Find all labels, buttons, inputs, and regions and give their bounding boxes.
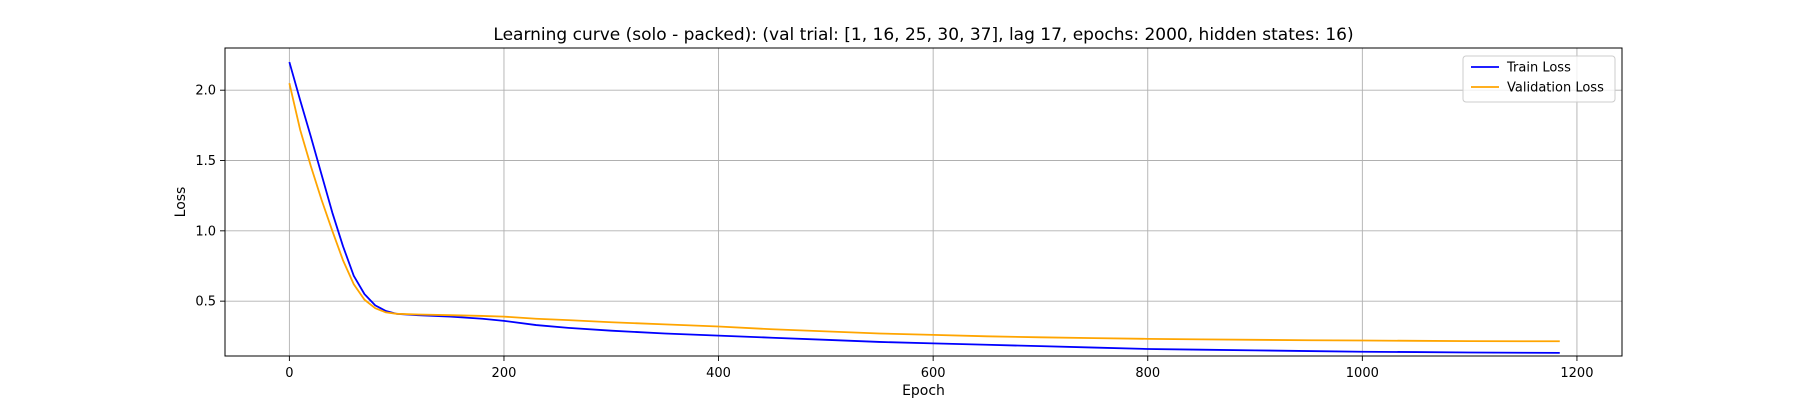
y-tick-label: 1.0 [195, 224, 216, 239]
tick-layer: 0 200 400 600 800 1000 1200 0.5 1.0 1.5 2.0 [195, 84, 1593, 381]
validation-loss-line [288, 82, 1560, 343]
x-tick-label: 600 [921, 366, 946, 381]
x-axis-label: Epoch [902, 383, 945, 399]
x-tick-label: 200 [492, 366, 517, 381]
legend-box [1462, 55, 1616, 103]
chart-title: Learning curve (solo - packed): (val tri… [493, 25, 1353, 45]
x-tick-label: 1200 [1560, 366, 1593, 381]
y-tick-label: 2.0 [195, 84, 216, 99]
x-tick-label: 400 [706, 366, 731, 381]
series-layer [288, 61, 1560, 354]
x-tick-label: 1000 [1346, 366, 1379, 381]
y-tick-label: 0.5 [195, 295, 216, 310]
grid-layer [225, 48, 1622, 356]
legend: Train Loss Validation Loss [1462, 55, 1616, 103]
train-loss-line [288, 61, 1560, 354]
x-tick-label: 800 [1135, 366, 1160, 381]
y-axis-label: Loss [173, 187, 189, 218]
x-tick-label: 0 [285, 366, 293, 381]
legend-label-validation: Validation Loss [1507, 81, 1604, 96]
y-tick-label: 1.5 [195, 154, 216, 169]
legend-label-train: Train Loss [1506, 61, 1571, 76]
plot-frame [224, 47, 1623, 357]
